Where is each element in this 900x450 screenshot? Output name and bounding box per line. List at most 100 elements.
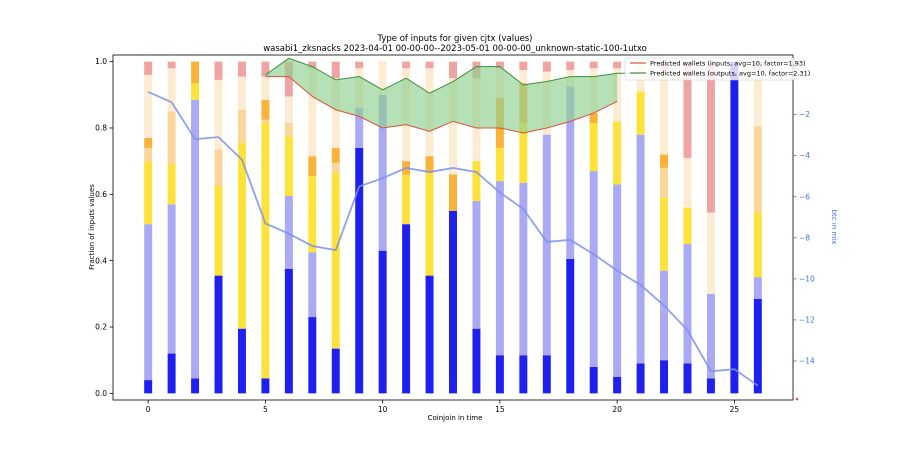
bar-3-segment-0: [214, 275, 223, 394]
bar-25-segment-0: [730, 61, 739, 394]
bar-8-segment-6: [331, 61, 340, 79]
bar-12-segment-2: [425, 172, 434, 276]
bar-8-segment-5: [331, 78, 340, 148]
bar-4-segment-2: [237, 142, 246, 329]
bar-19-segment-4: [589, 113, 598, 124]
bar-17-segment-1: [542, 134, 551, 356]
bar-11-segment-0: [402, 224, 411, 394]
bar-21-segment-0: [636, 363, 645, 394]
bar-19-segment-0: [589, 366, 598, 394]
bar-7-segment-2: [308, 176, 317, 253]
bar-26-segment-2: [753, 212, 762, 278]
bar-7-segment-6: [308, 61, 317, 69]
bar-17-segment-0: [542, 355, 551, 394]
plot-area: [144, 57, 799, 401]
y2-tick-label--2: −2: [799, 110, 810, 119]
bar-2-segment-2: [191, 83, 200, 100]
bar-16-segment-1: [519, 182, 528, 356]
y-tick-label-1: 1.0: [95, 57, 107, 66]
bar-13-segment-6: [449, 61, 457, 79]
bar-14-segment-0: [472, 328, 481, 394]
bar-23-segment-5: [683, 157, 692, 208]
bar-22-segment-1: [660, 270, 669, 361]
x-axis-label: Coinjoin in time: [428, 414, 483, 422]
bar-5-segment-0: [261, 378, 270, 394]
y-tick-label-0: 0.0: [95, 389, 107, 398]
predicted-inputs-line: [265, 76, 618, 134]
bar-4-segment-0: [237, 328, 246, 394]
bar-12-segment-4: [425, 156, 434, 173]
bar-8-segment-4: [331, 147, 340, 163]
y-tick-label-0.2: 0.2: [95, 323, 107, 332]
y2-tick-label--8: −8: [799, 233, 810, 242]
btc-in-mix-line: [147, 91, 759, 387]
bar-22-segment-5: [660, 71, 669, 155]
bar-10-segment-0: [378, 250, 387, 394]
bar-16-segment-5: [519, 69, 528, 84]
bar-23-segment-0: [683, 363, 692, 394]
predicted-outputs-line: [265, 57, 641, 94]
y-tick-label-0.8: 0.8: [95, 124, 107, 133]
bar-26-segment-0: [753, 298, 762, 394]
bar-0-segment-6: [144, 61, 153, 75]
bar-14-segment-1: [472, 200, 481, 329]
bar-0-segment-4: [144, 137, 153, 148]
right-edge-marker: [795, 397, 799, 401]
bar-16-segment-0: [519, 355, 528, 394]
x-tick-label-20: 20: [612, 405, 622, 414]
y-tick-label-0.6: 0.6: [95, 190, 107, 199]
legend-label-inputs: Predicted wallets (inputs, avg=10, facto…: [650, 60, 806, 68]
chart-subtitle: wasabi1_zksnacks 2023-04-01 00-00-00--20…: [263, 44, 647, 54]
bar-7-segment-5: [308, 68, 317, 157]
x-tick-label-5: 5: [263, 405, 268, 414]
bar-12-segment-0: [425, 275, 434, 394]
bar-6-segment-5: [284, 96, 293, 124]
bar-9-segment-6: [355, 61, 364, 69]
bar-4-segment-3: [237, 109, 246, 143]
bar-22-segment-3: [660, 167, 669, 198]
bar-8-segment-0: [331, 348, 340, 394]
bar-0-segment-3: [144, 147, 153, 162]
bar-13-segment-0: [449, 210, 457, 394]
bar-1-segment-1: [167, 204, 176, 354]
bar-0-segment-5: [144, 74, 153, 138]
y2-tick-label--4: −4: [799, 151, 810, 160]
x-tick-label-10: 10: [378, 405, 388, 414]
y2-tick-label--6: −6: [799, 192, 810, 201]
bar-15-segment-2: [495, 147, 504, 182]
bar-14-segment-2: [472, 161, 481, 201]
bar-6-segment-3: [284, 123, 293, 137]
bar-7-segment-0: [308, 317, 317, 394]
bar-22-segment-4: [660, 154, 669, 168]
bar-5-segment-2: [261, 123, 270, 379]
bar-8-segment-2: [331, 172, 340, 349]
bar-1-segment-3: [167, 111, 176, 165]
bar-24-segment-1: [706, 293, 715, 379]
bar-19-segment-1: [589, 171, 598, 367]
bar-18-segment-6: [566, 61, 575, 70]
bar-15-segment-6: [495, 61, 504, 69]
x-tick-label-15: 15: [495, 405, 505, 414]
bar-15-segment-1: [495, 181, 504, 356]
bar-3-segment-5: [214, 79, 223, 150]
bar-6-segment-6: [284, 61, 293, 97]
y2-axis-label: btc in mix: [830, 210, 838, 245]
y-axis-label: Fraction of inputs values: [88, 184, 96, 270]
bar-26-segment-5: [753, 69, 762, 127]
y2-tick-label--10: −10: [799, 274, 815, 283]
plot-frame: [112, 54, 794, 401]
bar-8-segment-3: [331, 162, 340, 173]
bar-23-segment-2: [683, 207, 692, 245]
bar-0-segment-2: [144, 161, 153, 225]
bar-1-segment-5: [167, 68, 176, 112]
bar-3-segment-3: [214, 149, 223, 187]
legend-label-outputs: Predicted wallets (outputs, avg=10, fact…: [650, 70, 810, 78]
bar-1-segment-2: [167, 164, 176, 205]
bar-24-segment-5: [706, 212, 715, 294]
bar-26-segment-3: [753, 126, 762, 213]
chart-title: Type of inputs for given cjtx (values): [377, 34, 533, 44]
legend-box: [624, 57, 796, 81]
bar-3-segment-2: [214, 186, 223, 276]
bar-5-segment-5: [261, 76, 270, 100]
